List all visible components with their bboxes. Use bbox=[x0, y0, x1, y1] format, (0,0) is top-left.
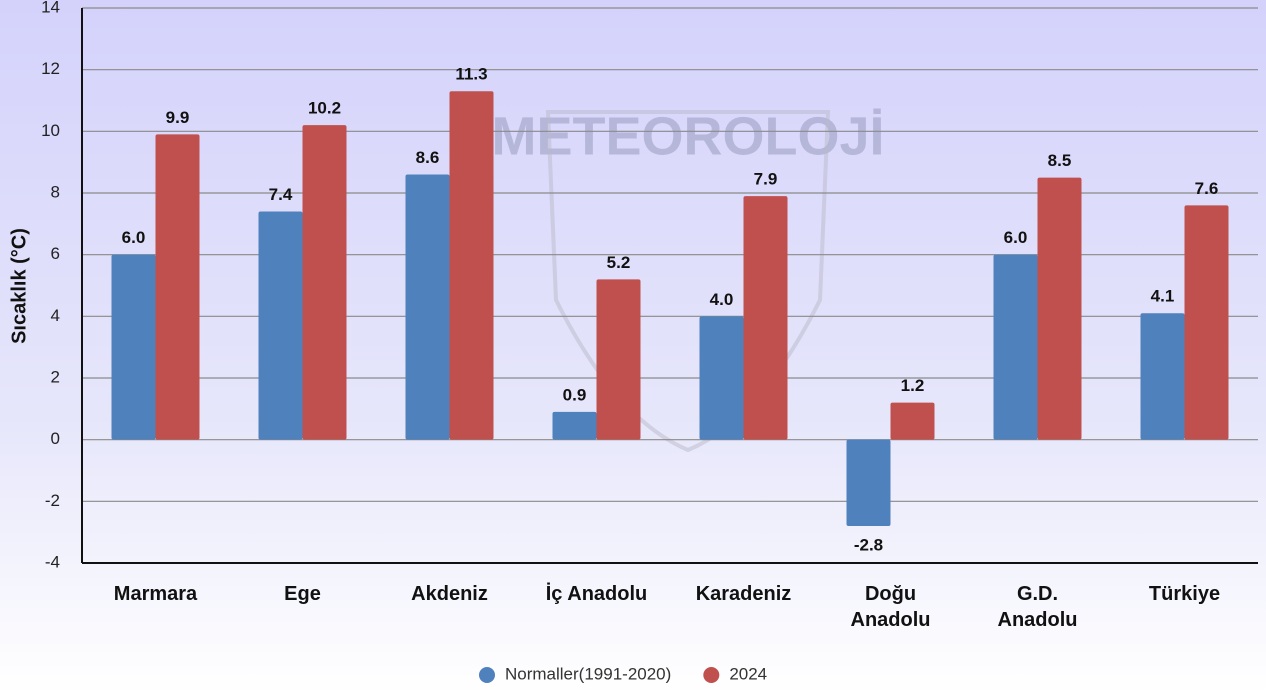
y-tick-label: 2 bbox=[51, 367, 60, 386]
y-tick-label: -2 bbox=[45, 491, 60, 510]
value-label: 4.0 bbox=[710, 290, 734, 309]
y-tick-label: 4 bbox=[51, 306, 60, 325]
value-label: 5.2 bbox=[607, 253, 631, 272]
value-label: 10.2 bbox=[308, 99, 341, 118]
y-tick-label: 8 bbox=[51, 182, 60, 201]
bar bbox=[405, 174, 450, 440]
x-tick-label: İç Anadolu bbox=[545, 583, 648, 605]
value-label: 7.6 bbox=[1195, 179, 1219, 198]
bar bbox=[743, 196, 788, 440]
x-tick-label-box: Doğu Anadolu bbox=[850, 583, 931, 631]
x-tick-label: G.D. Anadolu bbox=[997, 583, 1078, 631]
watermark: METEOROLOJİ bbox=[491, 106, 884, 166]
x-tick-label: Doğu Anadolu bbox=[850, 583, 931, 631]
x-tick-label: Türkiye bbox=[1148, 583, 1221, 605]
legend-label: Normaller(1991-2020) bbox=[505, 664, 671, 683]
x-tick-label-box: G.D. Anadolu bbox=[997, 583, 1078, 631]
x-tick-label-box: Ege bbox=[284, 583, 321, 605]
x-tick-label: Karadeniz bbox=[695, 583, 792, 605]
value-label: 7.4 bbox=[269, 185, 293, 204]
x-tick-label-box: Marmara bbox=[113, 583, 198, 605]
value-label: 6.0 bbox=[1004, 228, 1028, 247]
bar bbox=[155, 134, 200, 440]
value-label: 6.0 bbox=[122, 228, 146, 247]
bar bbox=[552, 411, 597, 440]
legend-marker bbox=[703, 667, 720, 683]
value-label: -2.8 bbox=[854, 535, 883, 554]
bar bbox=[258, 211, 303, 440]
bar bbox=[993, 254, 1038, 440]
legend-marker bbox=[479, 667, 495, 683]
x-tick-label-box: İç Anadolu bbox=[545, 583, 648, 605]
legend-label: 2024 bbox=[729, 664, 767, 683]
bar bbox=[111, 254, 156, 440]
bar bbox=[1184, 205, 1229, 440]
x-tick-label-box: Karadeniz bbox=[695, 583, 792, 605]
x-tick-label: Ege bbox=[284, 583, 321, 605]
x-tick-label-box: Türkiye bbox=[1148, 583, 1221, 605]
y-tick-label: -4 bbox=[45, 552, 60, 571]
y-tick-label: 0 bbox=[51, 429, 60, 448]
value-label: 11.3 bbox=[455, 65, 487, 84]
bar bbox=[890, 402, 935, 440]
bar bbox=[449, 91, 494, 440]
bar bbox=[596, 279, 641, 440]
bar bbox=[699, 316, 744, 440]
bar bbox=[846, 439, 891, 526]
value-label: 4.1 bbox=[1151, 287, 1175, 306]
value-label: 8.6 bbox=[416, 148, 440, 167]
y-axis-label: Sıcaklık (°C) bbox=[8, 228, 30, 344]
y-tick-label: 6 bbox=[51, 244, 60, 263]
value-label: 7.9 bbox=[754, 170, 778, 189]
x-tick-label-box: Akdeniz bbox=[411, 583, 488, 605]
value-label: 8.5 bbox=[1048, 151, 1072, 170]
x-tick-label: Akdeniz bbox=[411, 583, 488, 605]
y-tick-label: 14 bbox=[41, 0, 60, 16]
bar bbox=[1140, 313, 1185, 440]
y-tick-label: 10 bbox=[41, 121, 60, 140]
watermark-shield bbox=[545, 110, 831, 453]
y-tick-label: 12 bbox=[41, 59, 60, 78]
bar bbox=[302, 125, 347, 440]
value-label: 9.9 bbox=[166, 108, 190, 127]
bar bbox=[1037, 177, 1082, 440]
value-label: 1.2 bbox=[901, 376, 925, 395]
x-tick-label: Marmara bbox=[113, 583, 198, 605]
value-label: 0.9 bbox=[563, 385, 587, 404]
